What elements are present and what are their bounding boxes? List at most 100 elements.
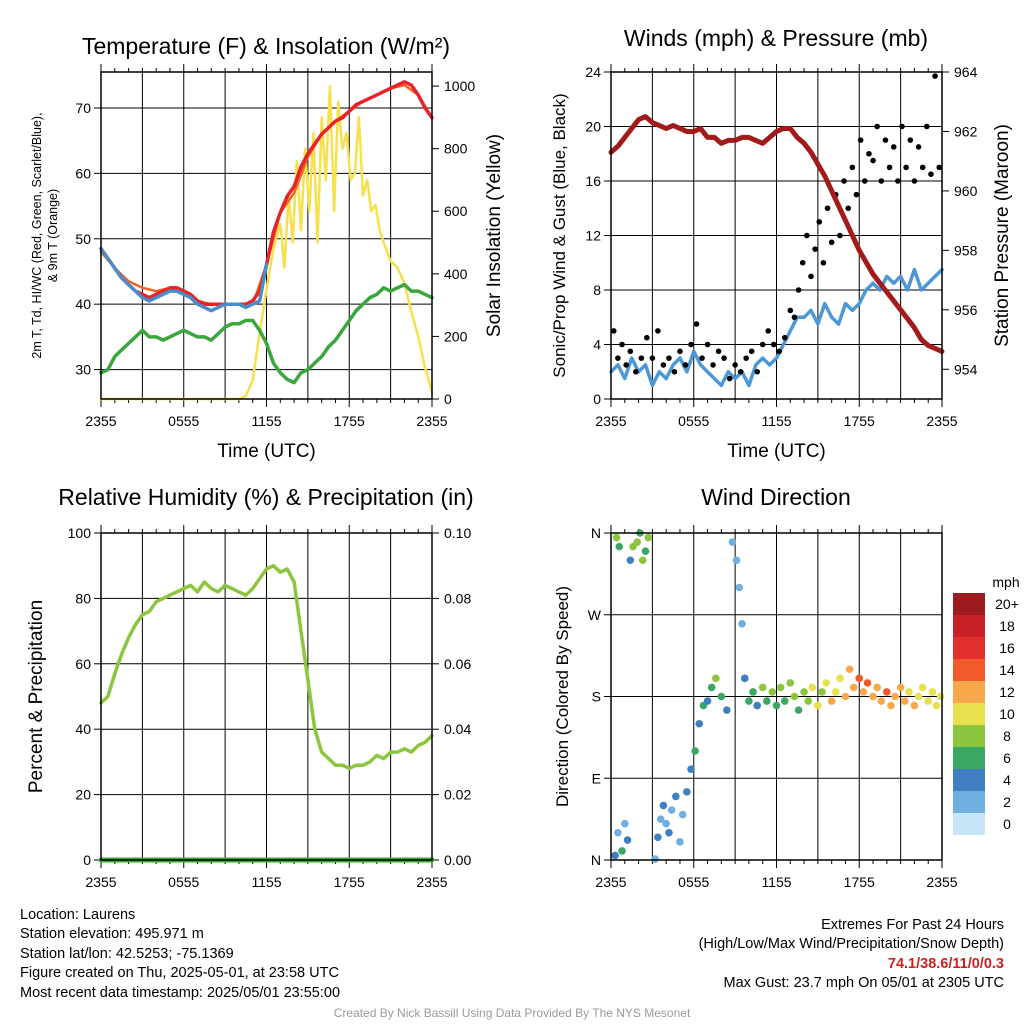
x-tick-label: 1755: [334, 874, 365, 890]
direction-point: [651, 855, 659, 863]
y-tick-label: N: [591, 852, 601, 868]
direction-point: [723, 706, 731, 714]
extremes-legend: (High/Low/Max Wind/Precipitation/Snow De…: [698, 936, 1004, 953]
y-axis-label: 2m T, Td, HI/WC (Red, Green, Scarlet/Blu…: [30, 112, 60, 358]
x-tick-label: 0555: [168, 874, 199, 890]
direction-point: [638, 556, 647, 565]
direction-point: [656, 815, 665, 823]
gust-point: [799, 259, 806, 266]
gust-point: [627, 348, 634, 355]
direction-point: [687, 765, 695, 773]
gust-point: [924, 123, 930, 130]
y-tick-label: 70: [75, 100, 91, 116]
gust-point: [795, 287, 802, 293]
y-tick-label: 24: [585, 64, 601, 80]
gust-point: [787, 307, 794, 314]
gust-point: [633, 368, 639, 375]
colorbar-swatch: [953, 769, 985, 791]
direction-point: [924, 697, 933, 705]
gust-point: [878, 178, 885, 184]
x-tick-label: 2355: [926, 874, 957, 890]
x-tick-label: 1155: [251, 874, 281, 890]
y-tick-label: 0: [83, 852, 91, 868]
gust-point: [715, 348, 722, 355]
gust-point: [866, 150, 872, 157]
x-tick-label: 1755: [844, 874, 875, 890]
direction-point: [728, 538, 737, 546]
direction-point: [873, 683, 881, 692]
direction-point: [667, 806, 676, 814]
direction-point: [776, 683, 785, 692]
gust-point: [638, 355, 645, 361]
colorbar-label: 0: [1003, 816, 1011, 832]
plot-frame: [610, 532, 943, 861]
series-line: [99, 246, 269, 313]
y-tick-label: 40: [75, 296, 91, 312]
extremes-values: 74.1/38.6/11/0/0.3: [887, 955, 1004, 972]
direction-point: [659, 801, 668, 810]
direction-point: [665, 828, 673, 837]
direction-point: [732, 556, 741, 565]
gust-point: [655, 328, 661, 334]
direction-point: [614, 828, 622, 837]
y-axis-label-line2: & 9m T (Orange): [46, 189, 60, 282]
gust-point: [915, 144, 922, 150]
gust-point: [666, 355, 672, 361]
direction-point: [914, 692, 923, 701]
gust-point: [615, 355, 621, 361]
y-tick-label: 16: [585, 173, 601, 189]
gust-point: [732, 362, 738, 368]
gust-point: [861, 178, 868, 184]
x-tick-label: 2355: [85, 413, 116, 429]
x-axis-label: Time (UTC): [217, 441, 316, 462]
direction-point: [735, 583, 744, 592]
gust-point: [928, 171, 934, 177]
gust-point: [791, 314, 798, 321]
y-axis-label: Direction (Colored By Speed): [553, 586, 572, 807]
y-tick-label: 30: [75, 362, 91, 378]
gust-point: [619, 341, 625, 348]
y-tick-label: W: [588, 607, 602, 623]
direction-point: [623, 836, 632, 844]
y-tick-label: 50: [75, 231, 91, 247]
direction-point: [683, 788, 691, 796]
direction-point: [712, 674, 720, 683]
gust-point: [849, 164, 856, 171]
colorbar-swatch: [953, 681, 985, 703]
colorbar-label: 8: [1003, 728, 1011, 744]
colorbar-swatch: [953, 637, 985, 659]
direction-point: [822, 679, 830, 687]
direction-point: [869, 692, 877, 701]
direction-point: [768, 688, 777, 696]
y2-axis-label: Station Pressure (Maroon): [992, 124, 1013, 347]
direction-point: [620, 819, 629, 828]
rh-line: [99, 563, 434, 771]
direction-point: [786, 679, 795, 687]
elevation-text: Station elevation: 495.971 m: [20, 926, 204, 943]
station-info: Location: Laurens Station elevation: 495…: [20, 906, 340, 1003]
gust-point: [895, 178, 901, 184]
direction-point: [641, 547, 650, 555]
direction-point: [808, 683, 817, 692]
gust-point: [671, 368, 678, 375]
gust-point: [853, 191, 860, 198]
gust-point: [623, 362, 629, 368]
chart-title: Winds (mph) & Pressure (mb): [624, 25, 928, 51]
location-text: Location: Laurens: [20, 907, 136, 923]
gust-point: [808, 273, 814, 280]
direction-point: [845, 665, 854, 674]
colorbar-title: mph: [992, 574, 1019, 590]
direction-point: [644, 533, 653, 542]
gust-point: [677, 348, 683, 355]
direction-point: [936, 692, 945, 701]
gust-point: [816, 219, 823, 225]
gust-point: [899, 123, 905, 130]
chart-title: Relative Humidity (%) & Precipitation (i…: [58, 484, 473, 510]
extremes-info: Extremes For Past 24 Hours (High/Low/Max…: [699, 916, 1004, 994]
direction-point: [612, 533, 621, 542]
direction-point: [818, 688, 826, 696]
x-tick-label: 1755: [334, 413, 365, 429]
max-gust-text: Max Gust: 23.7 mph On 05/01 at 2305 UTC: [723, 975, 1004, 992]
y2-tick-label: 1000: [444, 78, 475, 94]
